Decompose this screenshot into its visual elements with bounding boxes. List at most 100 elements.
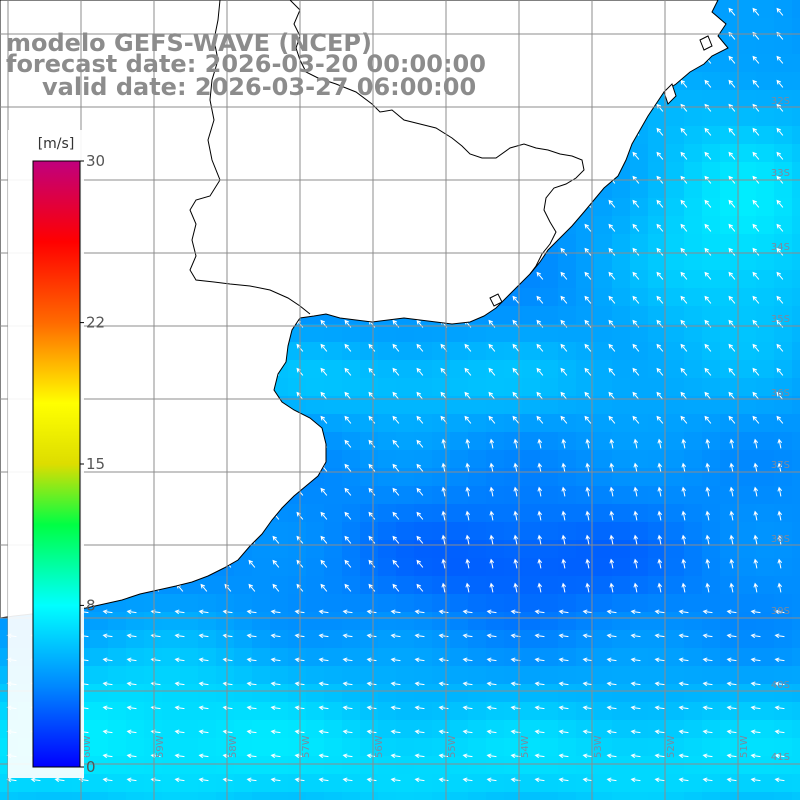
wind-speed-cell (576, 558, 595, 577)
latitude-label: 34S (771, 242, 790, 253)
wind-speed-cell (684, 666, 703, 685)
wind-arrow (632, 343, 640, 352)
wind-speed-cell (342, 378, 361, 397)
wind-speed-cell (522, 702, 541, 721)
wind-speed-cell (648, 594, 667, 613)
wind-speed-cell (234, 666, 253, 685)
wind-arrow (414, 681, 425, 687)
wind-arrow (726, 633, 737, 639)
wind-arrow (342, 657, 353, 663)
wind-arrow (342, 681, 353, 687)
wind-speed-cell (252, 684, 271, 703)
wind-speed-cell (522, 684, 541, 703)
wind-arrow (728, 7, 736, 16)
wind-speed-cell (576, 432, 595, 451)
wind-speed-cell (756, 216, 775, 235)
wind-speed-cell (162, 792, 181, 805)
wind-arrow (486, 753, 497, 759)
wind-speed-cell (702, 504, 721, 523)
forecast-date: forecast date: 2026-03-20 00:00:00 (6, 50, 486, 78)
wind-speed-cell (486, 396, 505, 415)
wind-speed-cell (648, 774, 667, 793)
wind-speed-cell (684, 504, 703, 523)
wind-speed-cell (522, 576, 541, 595)
wind-arrow (678, 657, 689, 663)
wind-speed-cell (594, 774, 613, 793)
wind-arrow (776, 271, 784, 280)
wind-speed-cell (396, 468, 415, 487)
wind-arrow (368, 463, 376, 472)
argentina-border (189, 0, 311, 315)
wind-arrow (656, 223, 664, 232)
wind-arrow (222, 729, 233, 735)
wind-arrow (488, 415, 496, 424)
wind-speed-cell (540, 612, 559, 631)
wind-speed-cell (666, 720, 685, 739)
wind-speed-cell (540, 270, 559, 289)
wind-arrow (465, 462, 471, 473)
wind-speed-cell (504, 594, 523, 613)
wind-speed-cell (234, 648, 253, 667)
wind-speed-cell (792, 342, 800, 361)
wind-speed-cell (648, 738, 667, 757)
wind-speed-cell (648, 666, 667, 685)
wind-arrow (633, 558, 639, 569)
wind-speed-cell (720, 504, 739, 523)
wind-speed-cell (450, 792, 469, 805)
wind-speed-cell (234, 702, 253, 721)
wind-arrow (536, 271, 544, 280)
wind-arrow (584, 367, 592, 376)
wind-arrow (728, 79, 736, 88)
wind-speed-cell (720, 306, 739, 325)
wind-speed-cell (792, 126, 800, 145)
wind-speed-cell (486, 468, 505, 487)
wind-speed-cell (270, 666, 289, 685)
wind-speed-cell (432, 324, 451, 343)
wind-arrow (438, 705, 449, 711)
wind-speed-cell (288, 594, 307, 613)
wind-speed-cell (594, 324, 613, 343)
wind-speed-cell (720, 648, 739, 667)
wind-arrow (465, 582, 471, 593)
wind-speed-cell (162, 594, 181, 613)
wind-speed-cell (342, 666, 361, 685)
wind-arrow (462, 681, 473, 687)
wind-arrow (174, 777, 185, 783)
wind-speed-cell (396, 360, 415, 379)
wind-speed-cell (738, 432, 757, 451)
wind-speed-cell (612, 252, 631, 271)
wind-speed-cell (540, 792, 559, 805)
wind-speed-cell (558, 324, 577, 343)
wind-speed-cell (738, 0, 757, 19)
wind-arrow (438, 777, 449, 783)
wind-speed-cell (252, 720, 271, 739)
wind-speed-cell (720, 396, 739, 415)
wind-speed-cell (450, 450, 469, 469)
wind-speed-cell (594, 306, 613, 325)
wind-speed-cell (720, 450, 739, 469)
wind-arrow (126, 705, 137, 711)
wind-speed-cell (702, 72, 721, 91)
wind-arrow (342, 753, 353, 759)
wind-speed-cell (684, 648, 703, 667)
wind-arrow (774, 609, 785, 615)
wind-speed-cell (216, 702, 235, 721)
wind-speed-cell (648, 378, 667, 397)
wind-speed-cell (450, 396, 469, 415)
wind-speed-cell (774, 162, 793, 181)
wind-speed-cell (378, 396, 397, 415)
wind-speed-cell (108, 630, 127, 649)
wind-speed-cell (558, 288, 577, 307)
wind-arrow (752, 7, 760, 16)
wind-speed-cell (378, 558, 397, 577)
wind-speed-cell (504, 378, 523, 397)
wind-speed-cell (162, 648, 181, 667)
wind-speed-cell (270, 738, 289, 757)
wind-speed-cell (756, 738, 775, 757)
wind-speed-cell (306, 558, 325, 577)
wind-speed-cell (594, 396, 613, 415)
wind-speed-cell (684, 720, 703, 739)
wind-speed-cell (756, 720, 775, 739)
wind-speed-cell (648, 702, 667, 721)
wind-speed-cell (666, 306, 685, 325)
